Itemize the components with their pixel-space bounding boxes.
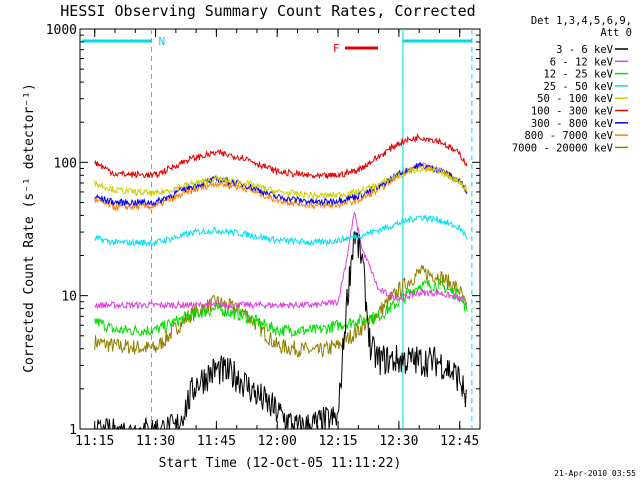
legend-header-0: Det 1,3,4,5,6,9, [531,15,632,27]
y-tick-label-1: 10 [61,290,77,305]
x-tick-label-2: 11:45 [197,434,236,449]
annotation-f: F [333,42,340,55]
series-line-1 [94,211,467,311]
x-tick-label-5: 12:30 [379,434,418,449]
series-line-2 [94,278,468,338]
legend-label-1: 6 - 12 keV [550,56,614,68]
series-line-8 [94,265,468,358]
y-axis-label: Corrected Count Rate (s⁻¹ detector⁻¹) [22,83,37,373]
y-axis: 1 10 100 1000 [46,23,480,438]
x-axis: 11:15 11:30 11:45 12:00 12:15 12:30 12:45 [75,29,481,449]
series-line-4 [94,165,468,201]
annotation-n: N [159,35,166,48]
legend-label-7: 800 - 7000 keV [524,130,613,142]
x-tick-label-6: 12:45 [440,434,479,449]
y-tick-label-0: 1 [69,423,77,438]
legend-label-8: 7000 - 20000 keV [512,142,614,154]
overlays: NF [82,29,473,429]
series-line-3 [94,213,468,248]
x-tick-label-4: 12:15 [318,434,357,449]
legend-label-0: 3 - 6 keV [556,44,614,56]
timestamp: 21-Apr-2010 03:55 [554,469,636,478]
series-line-0 [94,231,468,431]
series-line-5 [94,132,468,180]
series-group [94,132,468,431]
legend-label-4: 50 - 100 keV [537,93,614,105]
y-tick-label-2: 100 [54,156,77,171]
x-tick-label-3: 12:00 [258,434,297,449]
plot-frame [79,28,481,430]
legend-label-2: 12 - 25 keV [543,69,613,81]
y-tick-label-3: 1000 [46,23,77,38]
x-tick-label-1: 11:30 [136,434,175,449]
legend-label-5: 100 - 300 keV [531,106,614,118]
plot-border [79,28,481,430]
legend-label-6: 300 - 800 keV [531,118,614,130]
legend-header-1: Att 0 [600,27,632,39]
chart-title: HESSI Observing Summary Count Rates, Cor… [60,2,475,20]
x-axis-label: Start Time (12-Oct-05 11:11:22) [159,456,402,471]
legend-label-3: 25 - 50 keV [543,81,613,93]
x-tick-label-0: 11:15 [75,434,114,449]
